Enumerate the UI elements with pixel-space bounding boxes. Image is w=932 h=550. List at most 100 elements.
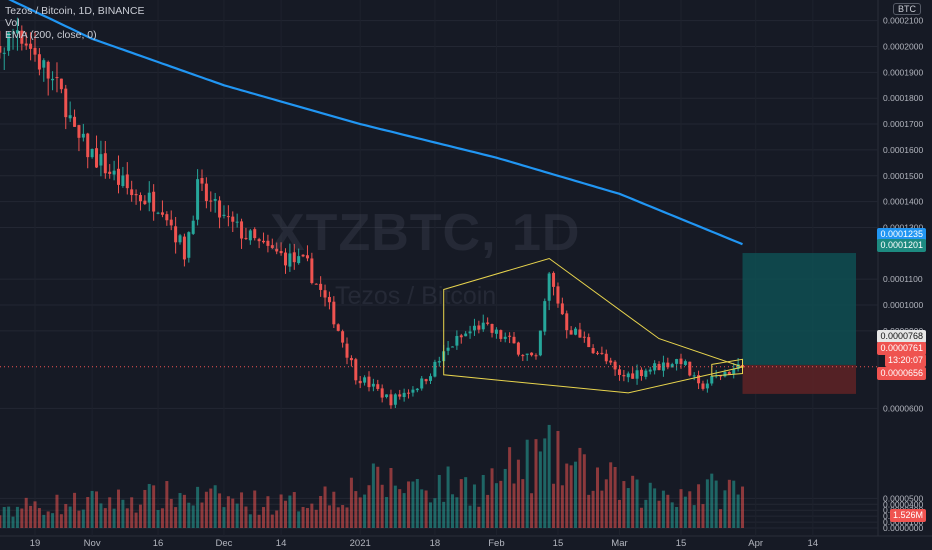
volume-bar — [389, 468, 393, 528]
volume-bar — [455, 497, 459, 528]
candle-body — [152, 191, 156, 212]
candle-body — [130, 189, 134, 196]
volume-bar — [349, 477, 353, 528]
volume-bar — [464, 477, 468, 528]
volume-bar — [81, 509, 85, 528]
price-tick-label: 0.0001300 — [883, 222, 923, 232]
candle-body — [7, 32, 11, 51]
volume-bar — [736, 494, 740, 528]
candle-body — [81, 133, 85, 138]
volume-bar — [639, 507, 643, 528]
volume-bar — [33, 501, 37, 528]
candle-body — [429, 376, 433, 381]
volume-bar — [147, 483, 151, 528]
volume-bar — [565, 463, 569, 528]
candle-body — [196, 179, 200, 220]
candle-body — [68, 115, 72, 119]
volume-bar — [125, 508, 129, 528]
candle-body — [565, 313, 569, 331]
volume-bar — [433, 498, 437, 528]
volume-bar — [371, 463, 375, 528]
candle-body — [512, 336, 516, 344]
candle-body — [420, 378, 424, 389]
candle-body — [530, 352, 534, 356]
volume-bar — [446, 466, 450, 528]
candle-body — [103, 153, 107, 174]
volume-bar — [270, 514, 274, 528]
volume-bar — [77, 510, 81, 528]
volume-bar — [297, 511, 301, 528]
candle-body — [266, 240, 270, 246]
candle-body — [231, 216, 235, 222]
candle-body — [354, 359, 358, 381]
volume-bar — [429, 502, 433, 528]
candle-body — [508, 335, 512, 337]
candle-body — [464, 333, 468, 337]
candle-body — [402, 392, 406, 398]
volume-bar — [732, 480, 736, 528]
volume-bar — [582, 454, 586, 528]
currency-button[interactable]: BTC — [893, 3, 921, 15]
volume-bar — [675, 507, 679, 528]
volume-bar — [657, 500, 661, 528]
candle-body — [283, 252, 287, 266]
candle-body — [37, 54, 41, 70]
candle-body — [156, 212, 160, 214]
entry-price-badge: 0.0000768 — [877, 330, 926, 343]
candle-body — [459, 335, 463, 338]
price-tick-label: 0.0001600 — [883, 145, 923, 155]
candle-body — [323, 290, 327, 298]
volume-bar — [138, 504, 142, 528]
volume-bar — [24, 497, 28, 528]
candle-body — [257, 239, 261, 242]
volume-bar — [305, 508, 309, 528]
volume-bar — [653, 488, 657, 528]
candle-body — [644, 370, 648, 377]
candle-body — [534, 355, 538, 357]
volume-bar — [86, 497, 90, 528]
candle-body — [525, 353, 529, 355]
volume-bar — [398, 489, 402, 528]
candle-body — [683, 361, 687, 365]
volume-bar — [288, 495, 292, 528]
price-axis-panel — [878, 0, 932, 550]
volume-bar — [508, 447, 512, 528]
candle-body — [486, 322, 490, 324]
candle-body — [297, 256, 301, 264]
volume-bar — [631, 475, 635, 528]
volume-bar — [248, 514, 252, 528]
stop-price-badge: 0.0000656 — [877, 367, 926, 380]
time-tick-label: 19 — [30, 538, 41, 549]
candle-body — [244, 237, 248, 239]
volume-bar — [525, 439, 529, 528]
candle-body — [437, 361, 441, 363]
candle-body — [64, 88, 68, 118]
candle-body — [42, 60, 46, 68]
candle-body — [204, 183, 208, 202]
volume-bar — [68, 506, 72, 528]
candle-body — [450, 346, 454, 348]
volume-bar — [29, 505, 33, 528]
volume-bar — [661, 490, 665, 528]
volume-bar — [209, 488, 213, 528]
candle-body — [138, 195, 142, 202]
candle-body — [710, 376, 714, 384]
candle-body — [73, 116, 77, 127]
volume-bar — [134, 512, 138, 528]
candle-body — [178, 235, 182, 243]
price-tick-label: 0.0000500 — [883, 493, 923, 503]
candle-body — [191, 220, 195, 234]
volume-bar — [55, 494, 59, 528]
candle-body — [345, 343, 349, 358]
volume-bar — [182, 494, 186, 528]
price-tick-label: 0.0001500 — [883, 171, 923, 181]
volume-bar — [90, 490, 94, 528]
candle-body — [556, 286, 560, 304]
legend-volume: Vol — [5, 17, 20, 29]
candle-body — [719, 375, 723, 377]
candle-body — [341, 331, 345, 343]
volume-bar — [666, 494, 670, 528]
candle-body — [51, 78, 55, 81]
volume-bar — [64, 504, 68, 528]
